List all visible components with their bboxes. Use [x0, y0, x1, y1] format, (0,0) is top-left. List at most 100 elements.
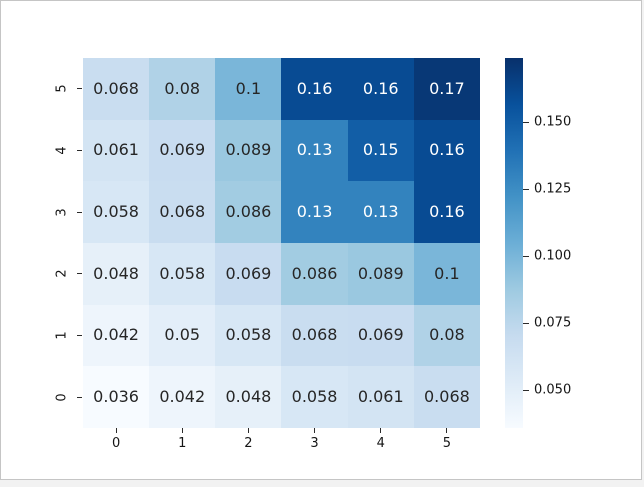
x-tick-mark — [446, 428, 448, 433]
cell-annotation: 0.16 — [429, 202, 465, 222]
cell-annotation: 0.1 — [235, 78, 262, 98]
heatmap-cell: 0.086 — [215, 181, 282, 243]
colorbar-tick-mark — [523, 121, 529, 123]
cell-annotation: 0.068 — [424, 387, 470, 407]
colorbar-tick-label: 0.125 — [534, 181, 572, 197]
cell-annotation: 0.069 — [357, 325, 404, 345]
x-axis-labels: 0 1 2 3 4 5 — [83, 435, 480, 452]
heatmap-cell: 0.13 — [281, 181, 348, 243]
cell-annotation: 0.061 — [93, 140, 139, 160]
x-tick-mark — [181, 428, 183, 433]
y-tick-label: 0 — [49, 366, 75, 428]
heatmap-cell: 0.048 — [83, 243, 150, 305]
heatmap-cell: 0.16 — [413, 181, 480, 243]
heatmap-cell: 0.08 — [413, 304, 480, 367]
heatmap-cell: 0.13 — [281, 119, 348, 182]
cell-annotation: 0.061 — [357, 387, 404, 407]
heatmap-cell: 0.068 — [413, 366, 480, 428]
cell-annotation: 0.058 — [159, 263, 206, 283]
heatmap-cell: 0.058 — [83, 181, 150, 243]
heatmap-cell: 0.058 — [149, 243, 216, 305]
cell-annotation: 0.089 — [357, 263, 404, 283]
heatmap-cell: 0.036 — [83, 366, 150, 428]
y-tick-mark — [77, 396, 82, 398]
y-tick-mark — [77, 88, 82, 90]
x-tick-label: 0 — [111, 436, 121, 451]
y-tick-label-text: 5 — [54, 84, 70, 93]
y-axis-labels: 5 4 3 2 1 0 — [49, 58, 75, 428]
heatmap-cell: 0.08 — [149, 58, 216, 120]
colorbar — [505, 58, 523, 428]
heatmap-cell: 0.068 — [281, 304, 348, 367]
cell-annotation: 0.069 — [225, 263, 272, 283]
heatmap-cell: 0.068 — [83, 58, 150, 120]
colorbar-tick-mark — [523, 255, 529, 257]
heatmap: 0.068 0.08 0.1 0.16 0.16 0.17 0.061 0.069 0.089 0… — [83, 58, 480, 428]
cell-annotation: 0.16 — [296, 78, 333, 98]
x-tick-label: 2 — [244, 436, 253, 451]
y-tick-mark — [77, 335, 82, 336]
cell-annotation: 0.042 — [159, 387, 206, 407]
cell-annotation: 0.058 — [93, 202, 139, 222]
heatmap-cell: 0.15 — [347, 119, 414, 182]
cell-annotation: 0.042 — [93, 325, 139, 345]
cell-annotation: 0.069 — [159, 140, 206, 160]
heatmap-cell: 0.089 — [347, 243, 414, 305]
heatmap-cell: 0.069 — [215, 243, 282, 305]
colorbar-tick-mark — [523, 322, 529, 324]
colorbar-tick-label: 0.100 — [534, 248, 572, 264]
cell-annotation: 0.15 — [362, 140, 399, 160]
cell-annotation: 0.17 — [429, 78, 465, 98]
heatmap-cell: 0.17 — [413, 58, 480, 120]
cell-annotation: 0.048 — [93, 263, 139, 283]
cell-annotation: 0.08 — [164, 78, 201, 98]
heatmap-cell: 0.16 — [281, 58, 348, 120]
cell-annotation: 0.13 — [296, 140, 333, 160]
heatmap-cell: 0.061 — [83, 119, 150, 182]
y-tick-label-text: 1 — [54, 331, 70, 340]
heatmap-cell: 0.058 — [215, 304, 282, 367]
heatmap-cell: 0.058 — [281, 366, 348, 428]
y-tick-label-text: 0 — [54, 393, 70, 402]
y-tick-label-text: 2 — [54, 269, 70, 278]
x-tick-label: 3 — [310, 436, 319, 451]
cell-annotation: 0.13 — [362, 202, 399, 222]
colorbar-tick-label: 0.050 — [534, 382, 572, 398]
heatmap-cell: 0.13 — [347, 181, 414, 243]
x-tick-label: 1 — [178, 436, 187, 451]
cell-annotation: 0.068 — [291, 325, 338, 345]
y-tick-mark — [77, 211, 82, 213]
heatmap-cell: 0.061 — [347, 366, 414, 428]
heatmap-cell: 0.16 — [347, 58, 414, 120]
cell-annotation: 0.05 — [164, 325, 201, 345]
y-axis-ticks — [77, 58, 82, 428]
cell-annotation: 0.048 — [225, 387, 272, 407]
y-tick-label: 1 — [49, 305, 75, 367]
heatmap-cell: 0.068 — [149, 181, 216, 243]
y-tick-label: 4 — [49, 120, 75, 182]
y-tick-label: 2 — [49, 243, 75, 305]
cell-annotation: 0.036 — [93, 387, 139, 407]
colorbar-tick-mark — [523, 389, 529, 391]
colorbar-tick-mark — [523, 188, 529, 190]
heatmap-cell: 0.042 — [149, 366, 216, 428]
x-tick-label: 5 — [442, 436, 452, 451]
heatmap-cell: 0.069 — [149, 119, 216, 182]
x-tick-mark — [247, 428, 249, 433]
x-tick-label: 4 — [376, 436, 385, 451]
cell-annotation: 0.068 — [159, 202, 206, 222]
cell-annotation: 0.16 — [429, 140, 465, 160]
x-axis-ticks — [83, 428, 480, 433]
heatmap-cell: 0.1 — [215, 58, 282, 120]
heatmap-cell: 0.089 — [215, 119, 282, 182]
cell-annotation: 0.1 — [434, 263, 460, 283]
cell-annotation: 0.086 — [225, 202, 272, 222]
cell-annotation: 0.058 — [291, 387, 338, 407]
y-tick-label: 3 — [49, 181, 75, 243]
y-tick-label-text: 3 — [54, 208, 70, 217]
y-tick-label: 5 — [49, 58, 75, 120]
cell-annotation: 0.086 — [291, 263, 338, 283]
heatmap-cell: 0.069 — [347, 304, 414, 367]
cell-annotation: 0.16 — [362, 78, 399, 98]
